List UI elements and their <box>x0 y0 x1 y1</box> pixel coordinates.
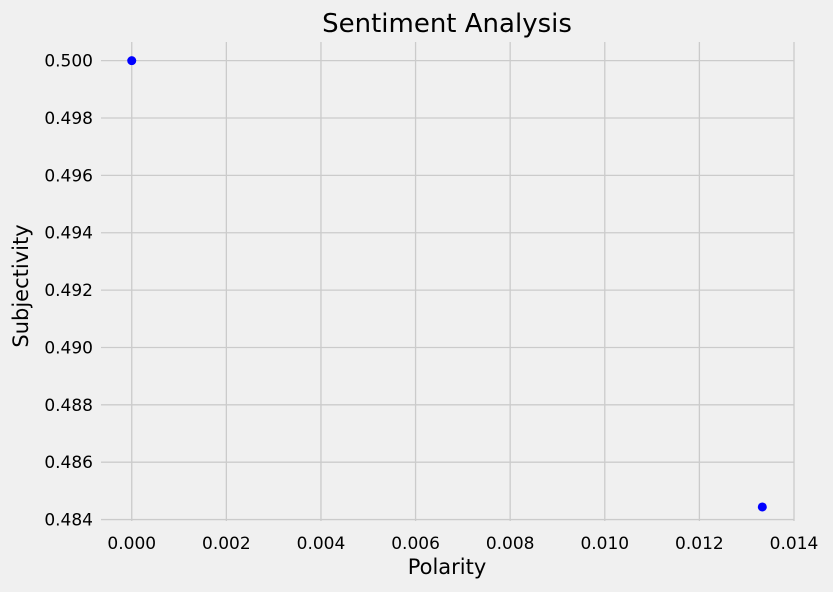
y-tick-label: 0.490 <box>44 338 93 358</box>
x-tick-label: 0.008 <box>486 534 535 554</box>
x-tick-label: 0.012 <box>675 534 724 554</box>
y-axis-label: Subjectivity <box>9 224 33 347</box>
y-tick-label: 0.498 <box>44 109 93 129</box>
x-tick-labels: 0.000 0.002 0.004 0.006 0.008 0.010 0.012 0.014 <box>107 534 818 554</box>
y-tick-label: 0.484 <box>44 511 93 531</box>
y-tick-label: 0.496 <box>44 166 93 186</box>
y-tick-labels: 0.484 0.486 0.488 0.490 0.492 0.494 0.496 0.498… <box>44 52 93 531</box>
x-tick-label: 0.002 <box>202 534 251 554</box>
x-tick-label: 0.006 <box>391 534 440 554</box>
x-axis-label: Polarity <box>408 555 487 579</box>
y-tick-label: 0.488 <box>44 396 93 416</box>
data-point <box>127 56 137 66</box>
y-tick-label: 0.500 <box>44 52 93 72</box>
data-point <box>757 502 767 512</box>
x-tick-label: 0.000 <box>107 534 156 554</box>
x-tick-label: 0.010 <box>580 534 629 554</box>
x-tick-label: 0.014 <box>770 534 819 554</box>
y-tick-label: 0.492 <box>44 281 93 301</box>
x-tick-label: 0.004 <box>297 534 346 554</box>
grid-lines <box>101 42 795 521</box>
data-points <box>127 56 767 512</box>
y-tick-label: 0.486 <box>44 453 93 473</box>
y-tick-label: 0.494 <box>44 224 93 244</box>
chart-title: Sentiment Analysis <box>322 9 572 39</box>
